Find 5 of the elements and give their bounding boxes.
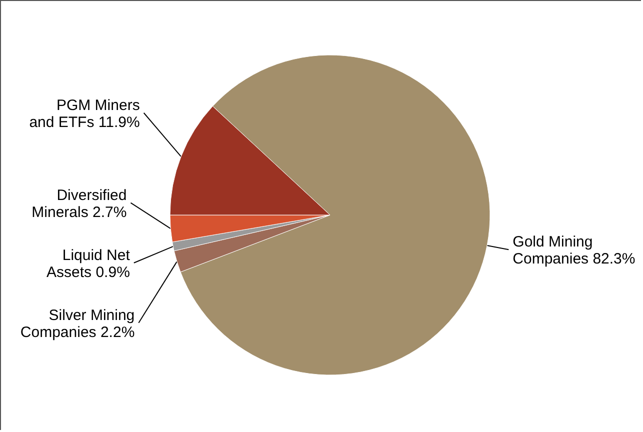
slice-label: Diversified Minerals 2.7% [32,186,127,221]
slice-label: Liquid Net Assets 0.9% [46,246,131,281]
slice-label: Silver Mining Companies 2.2% [20,306,135,341]
slice-label: PGM Miners and ETFs 11.9% [29,96,140,131]
slice-label: Gold Mining Companies 82.3% [512,234,636,268]
